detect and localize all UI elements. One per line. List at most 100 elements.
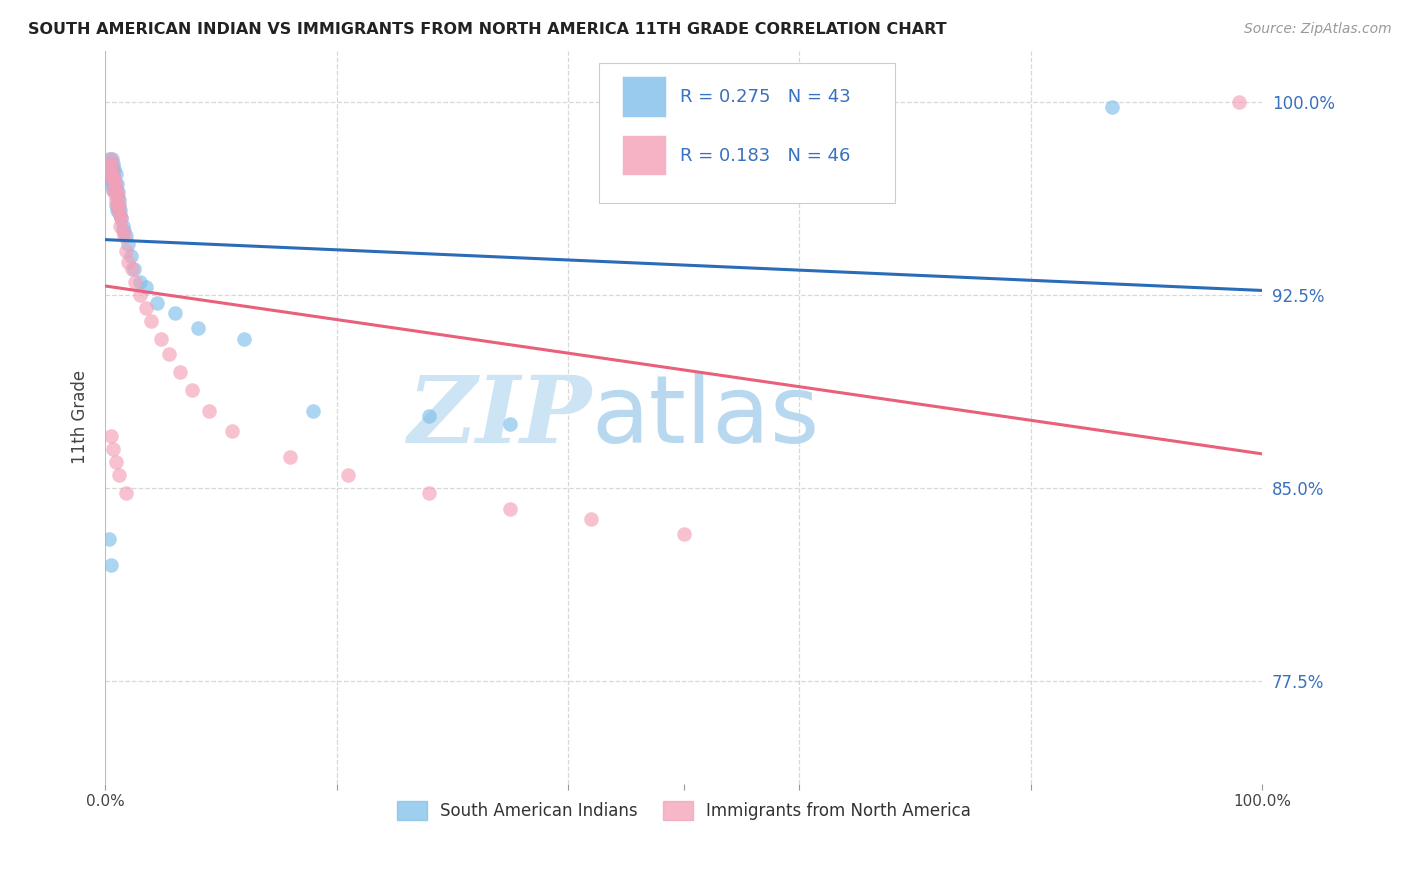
Point xyxy=(104,167,127,181)
Point xyxy=(96,172,118,186)
Point xyxy=(104,193,127,207)
Point xyxy=(103,167,125,181)
Point xyxy=(98,167,121,181)
Point xyxy=(103,178,125,192)
Point xyxy=(499,501,522,516)
Point xyxy=(104,178,127,192)
Point xyxy=(100,429,122,443)
Text: ZIP: ZIP xyxy=(406,372,591,462)
Point xyxy=(97,152,120,166)
Point xyxy=(103,157,125,171)
Point xyxy=(278,450,301,464)
Point xyxy=(103,167,125,181)
Point xyxy=(103,185,125,199)
Point xyxy=(101,152,124,166)
Point xyxy=(135,301,157,315)
Text: Source: ZipAtlas.com: Source: ZipAtlas.com xyxy=(1244,22,1392,37)
Point xyxy=(149,332,172,346)
Point xyxy=(107,198,129,212)
Point xyxy=(135,280,157,294)
Point xyxy=(302,404,325,418)
Point xyxy=(233,332,256,346)
Point xyxy=(107,190,129,204)
Point xyxy=(418,409,440,423)
Point xyxy=(115,486,138,500)
Point xyxy=(105,198,128,212)
Point xyxy=(100,178,122,192)
Point xyxy=(115,228,138,243)
Point xyxy=(105,190,128,204)
FancyBboxPatch shape xyxy=(623,77,666,117)
Point xyxy=(108,198,131,212)
Point xyxy=(110,219,132,233)
Point xyxy=(100,167,122,181)
Point xyxy=(101,161,124,176)
Point xyxy=(100,152,122,166)
Text: atlas: atlas xyxy=(591,371,820,463)
Point xyxy=(103,183,125,197)
Point xyxy=(124,275,146,289)
Point xyxy=(101,160,124,174)
Point xyxy=(1227,95,1250,109)
Point xyxy=(117,254,139,268)
Point xyxy=(105,185,128,199)
Point xyxy=(163,306,186,320)
Point xyxy=(115,244,138,259)
Point xyxy=(337,468,360,483)
Point xyxy=(146,295,169,310)
Point xyxy=(103,183,125,197)
Point xyxy=(418,486,440,500)
Text: SOUTH AMERICAN INDIAN VS IMMIGRANTS FROM NORTH AMERICA 11TH GRADE CORRELATION CH: SOUTH AMERICAN INDIAN VS IMMIGRANTS FROM… xyxy=(28,22,946,37)
Point xyxy=(112,228,135,243)
Point xyxy=(221,425,243,439)
Text: R = 0.275   N = 43: R = 0.275 N = 43 xyxy=(681,88,851,106)
Point xyxy=(101,172,124,186)
Point xyxy=(103,442,125,457)
Point xyxy=(157,347,180,361)
Point xyxy=(103,161,125,176)
Point xyxy=(579,512,602,526)
Point xyxy=(104,455,127,469)
Point xyxy=(107,185,129,199)
Legend: South American Indians, Immigrants from North America: South American Indians, Immigrants from … xyxy=(389,794,977,827)
Point xyxy=(121,262,143,277)
Point xyxy=(187,321,209,335)
Point xyxy=(141,314,163,328)
Point xyxy=(110,211,132,225)
Point xyxy=(111,224,134,238)
Point xyxy=(110,203,132,218)
Point xyxy=(169,365,191,379)
Point xyxy=(108,468,131,483)
Point xyxy=(103,172,125,186)
Point xyxy=(105,203,128,218)
Point xyxy=(98,160,121,174)
Point xyxy=(111,219,134,233)
Point xyxy=(129,288,152,302)
Point xyxy=(97,160,120,174)
Point xyxy=(108,205,131,219)
FancyBboxPatch shape xyxy=(599,63,896,203)
Point xyxy=(100,558,122,573)
Point xyxy=(97,533,120,547)
Point xyxy=(112,224,135,238)
Point xyxy=(129,275,152,289)
Point xyxy=(110,211,132,225)
Y-axis label: 11th Grade: 11th Grade xyxy=(72,370,89,464)
Point xyxy=(672,527,695,541)
Point xyxy=(108,193,131,207)
Point xyxy=(198,404,221,418)
Point xyxy=(104,198,127,212)
Point xyxy=(1101,100,1123,114)
Point xyxy=(104,183,127,197)
Point xyxy=(117,236,139,251)
FancyBboxPatch shape xyxy=(623,135,666,176)
Point xyxy=(110,208,132,222)
Point xyxy=(120,249,142,263)
Point xyxy=(101,172,124,186)
Point xyxy=(181,383,204,397)
Point xyxy=(107,203,129,218)
Point xyxy=(499,417,522,431)
Point xyxy=(122,262,145,277)
Point xyxy=(105,178,128,192)
Text: R = 0.183   N = 46: R = 0.183 N = 46 xyxy=(681,146,851,164)
